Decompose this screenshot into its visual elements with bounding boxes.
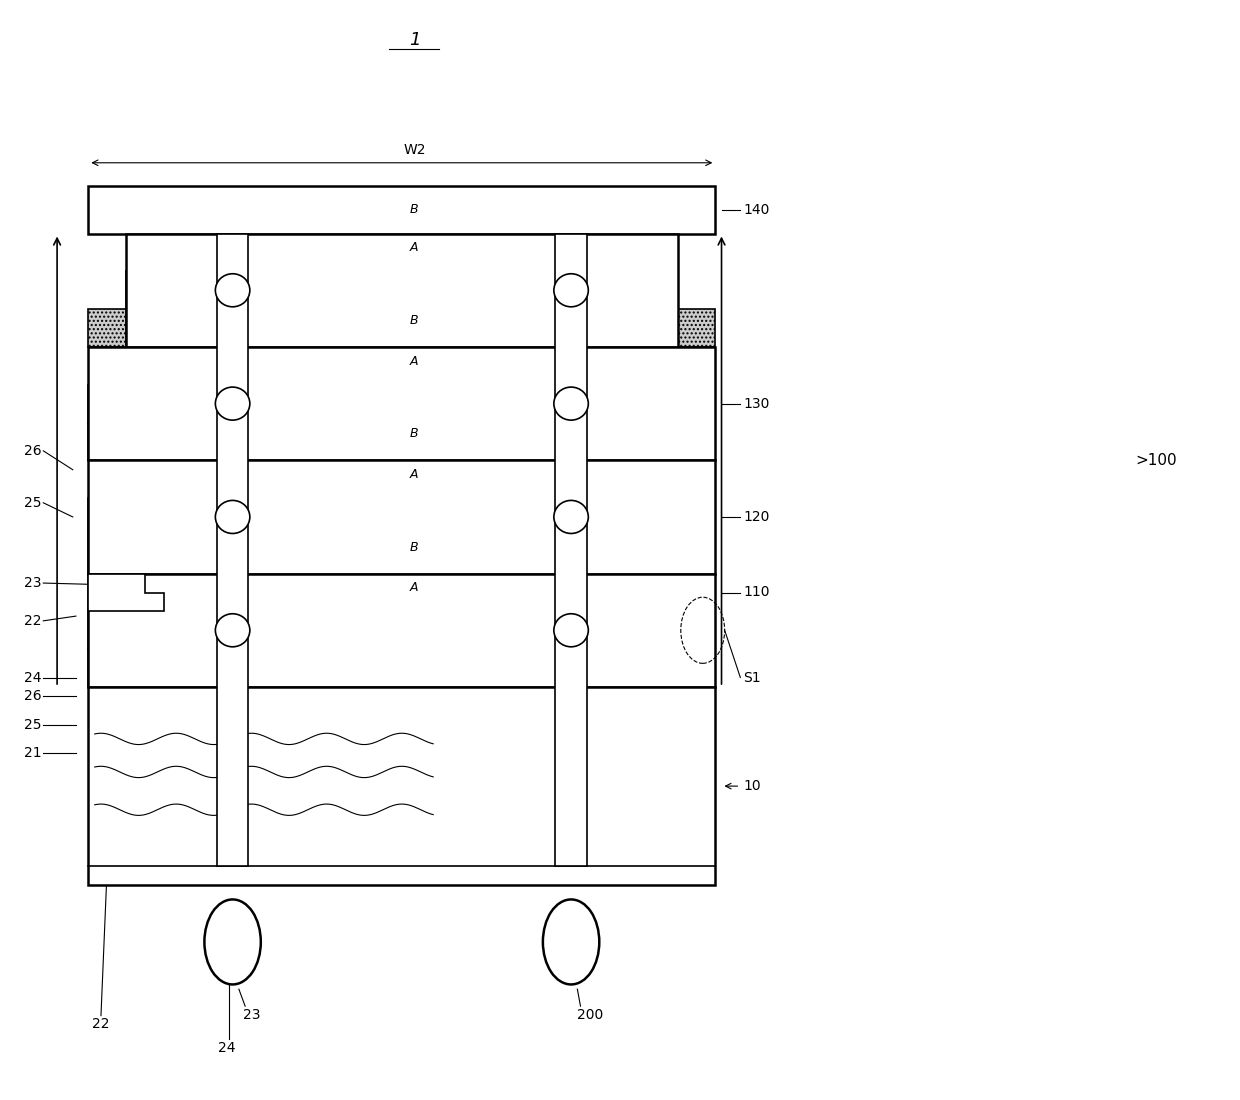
Polygon shape bbox=[88, 612, 715, 649]
Polygon shape bbox=[677, 422, 715, 460]
Text: A: A bbox=[410, 354, 419, 367]
Text: B: B bbox=[410, 204, 419, 217]
Circle shape bbox=[205, 900, 260, 984]
Polygon shape bbox=[88, 573, 164, 612]
Polygon shape bbox=[88, 346, 715, 460]
Text: 200: 200 bbox=[577, 1008, 603, 1022]
Text: 10: 10 bbox=[744, 779, 761, 793]
Text: W1: W1 bbox=[403, 206, 425, 219]
Polygon shape bbox=[126, 233, 677, 346]
Text: 1: 1 bbox=[409, 31, 420, 50]
Ellipse shape bbox=[554, 387, 588, 420]
Polygon shape bbox=[88, 536, 126, 573]
Text: 26: 26 bbox=[24, 443, 41, 458]
Polygon shape bbox=[88, 385, 715, 422]
Text: 26: 26 bbox=[24, 690, 41, 703]
Polygon shape bbox=[217, 233, 248, 867]
Text: B: B bbox=[410, 427, 419, 440]
Text: 25: 25 bbox=[24, 717, 41, 732]
Text: 25: 25 bbox=[24, 496, 41, 509]
Polygon shape bbox=[556, 233, 587, 867]
Text: 24: 24 bbox=[217, 1041, 236, 1055]
Polygon shape bbox=[677, 536, 715, 573]
Ellipse shape bbox=[554, 500, 588, 534]
Text: 22: 22 bbox=[24, 614, 41, 628]
Text: B: B bbox=[410, 541, 419, 553]
Text: 22: 22 bbox=[92, 1018, 109, 1032]
Polygon shape bbox=[88, 422, 126, 460]
Polygon shape bbox=[88, 573, 715, 686]
Text: 24: 24 bbox=[24, 671, 41, 684]
Polygon shape bbox=[88, 649, 126, 686]
Polygon shape bbox=[677, 649, 715, 686]
Text: >100: >100 bbox=[1136, 453, 1177, 468]
Polygon shape bbox=[88, 460, 715, 573]
Text: A: A bbox=[410, 581, 419, 594]
Text: 110: 110 bbox=[744, 585, 770, 600]
Text: 23: 23 bbox=[24, 576, 41, 590]
Text: W2: W2 bbox=[403, 143, 425, 157]
Text: 120: 120 bbox=[744, 510, 770, 524]
Text: 23: 23 bbox=[243, 1008, 260, 1022]
Text: S1: S1 bbox=[744, 671, 761, 684]
Text: A: A bbox=[410, 241, 419, 254]
Text: 130: 130 bbox=[744, 397, 770, 410]
Text: 21: 21 bbox=[24, 746, 41, 760]
Circle shape bbox=[543, 900, 599, 984]
Text: 140: 140 bbox=[744, 204, 770, 217]
Polygon shape bbox=[88, 498, 715, 536]
Ellipse shape bbox=[216, 387, 249, 420]
Ellipse shape bbox=[216, 500, 249, 534]
Text: A: A bbox=[410, 468, 419, 481]
Text: B: B bbox=[410, 314, 419, 327]
Polygon shape bbox=[88, 309, 126, 346]
Ellipse shape bbox=[554, 614, 588, 647]
Polygon shape bbox=[677, 309, 715, 346]
Polygon shape bbox=[126, 272, 677, 309]
Ellipse shape bbox=[216, 614, 249, 647]
Ellipse shape bbox=[216, 274, 249, 307]
Polygon shape bbox=[88, 186, 715, 233]
Polygon shape bbox=[88, 686, 715, 886]
Ellipse shape bbox=[554, 274, 588, 307]
